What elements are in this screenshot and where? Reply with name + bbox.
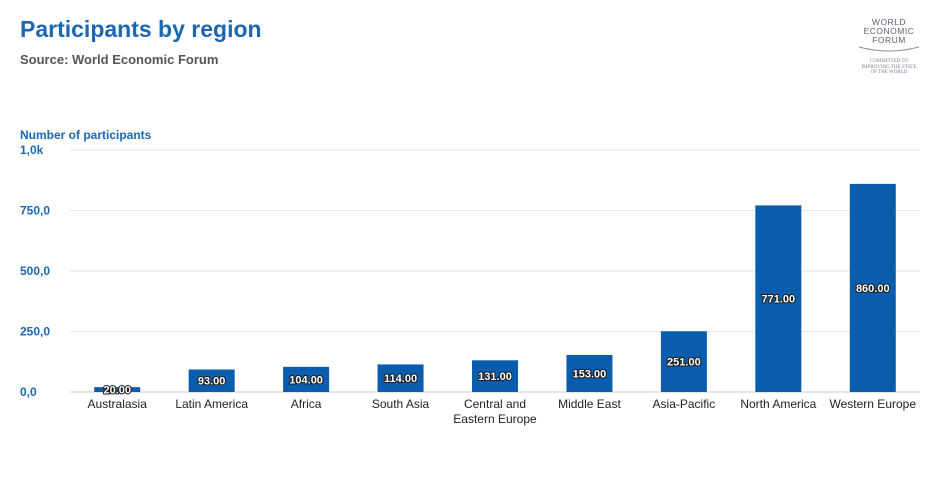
data-label: 860.00 <box>856 283 890 295</box>
bar <box>660 331 707 392</box>
bar <box>755 205 802 392</box>
x-tick-label: Middle East <box>558 397 621 411</box>
data-label: 114.00 <box>384 373 417 385</box>
data-label: 771.00 <box>762 294 796 306</box>
bar <box>188 369 235 392</box>
bar <box>377 364 424 392</box>
bar <box>566 354 613 392</box>
x-tick-label: Latin America <box>175 397 248 411</box>
chart-subtitle: Source: World Economic Forum <box>20 52 219 67</box>
data-label: 93.00 <box>198 376 226 388</box>
x-tick-label: North America <box>740 397 816 411</box>
x-tick-label: Africa <box>291 397 322 411</box>
bar <box>472 360 518 392</box>
logo-tagline: COMMITTED TO IMPROVING THE STATE OF THE … <box>861 59 917 75</box>
bar <box>94 387 141 392</box>
wef-logo: WORLD ECONOMIC FORUM COMMITTED TO IMPROV… <box>850 18 928 76</box>
x-tick-label: Western Europe <box>830 397 917 411</box>
data-label: 131.00 <box>478 371 512 383</box>
bar <box>283 366 330 392</box>
y-tick-label: 500,0 <box>20 264 50 278</box>
x-tick-label: Australasia <box>88 397 148 411</box>
y-axis-label: Number of participants <box>20 128 152 142</box>
logo-arc-icon <box>858 46 920 52</box>
data-label: 20.00 <box>103 385 131 397</box>
bar <box>849 183 896 392</box>
x-tick-label: Asia-Pacific <box>653 397 716 411</box>
x-tick-label: South Asia <box>372 397 430 411</box>
data-label: 104.00 <box>289 374 323 386</box>
y-tick-label: 250,0 <box>20 325 50 339</box>
data-label: 153.00 <box>573 368 607 380</box>
logo-wordmark: WORLD ECONOMIC FORUM <box>863 17 915 45</box>
y-tick-label: 0,0 <box>20 385 37 399</box>
x-tick-label: Central and Eastern Europe <box>453 397 537 426</box>
y-tick-label: 750,0 <box>20 204 50 218</box>
data-label: 251.00 <box>667 357 701 369</box>
chart-title: Participants by region <box>20 16 262 42</box>
y-tick-label: 1,0k <box>20 143 44 157</box>
